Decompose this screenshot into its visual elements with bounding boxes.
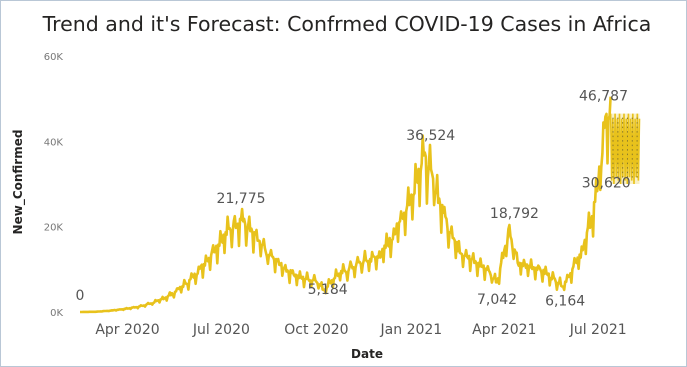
x-tick-label: Jul 2021 — [569, 322, 627, 338]
data-label: 0 — [76, 288, 85, 304]
data-label: 21,775 — [217, 191, 266, 207]
chart-title: Trend and it's Forecast: Confrmed COVID-… — [42, 12, 652, 36]
x-tick-label: Jul 2020 — [192, 322, 250, 338]
data-label: 30,620 — [582, 175, 631, 191]
y-axis: 0K 20K 40K 60K — [44, 52, 64, 319]
x-axis-title: Date — [351, 347, 383, 361]
forecast-layer — [609, 113, 641, 185]
x-tick-label: Jan 2021 — [380, 322, 443, 338]
data-label: 18,792 — [490, 206, 539, 222]
series-layer — [79, 96, 612, 314]
data-label: 5,184 — [308, 282, 348, 298]
data-label: 36,524 — [406, 128, 455, 144]
y-tick-label: 40K — [44, 137, 64, 148]
y-tick-label: 60K — [44, 52, 64, 63]
forecast-line — [609, 113, 641, 185]
data-labels: 0 21,775 5,184 36,524 7,042 18,792 6,164 30,620… — [76, 88, 631, 309]
data-label: 7,042 — [477, 292, 517, 308]
y-tick-label: 20K — [44, 223, 64, 234]
y-tick-label: 0K — [50, 308, 63, 319]
y-axis-title: New_Confirmed — [11, 130, 26, 235]
x-axis: Apr 2020 Jul 2020 Oct 2020 Jan 2021 Apr 2021… — [95, 322, 626, 338]
data-label: 46,787 — [579, 88, 628, 104]
x-tick-label: Apr 2020 — [95, 322, 159, 338]
data-label: 6,164 — [545, 294, 585, 310]
series-line — [79, 96, 612, 314]
x-tick-label: Oct 2020 — [284, 322, 348, 338]
x-tick-label: Apr 2021 — [472, 322, 536, 338]
